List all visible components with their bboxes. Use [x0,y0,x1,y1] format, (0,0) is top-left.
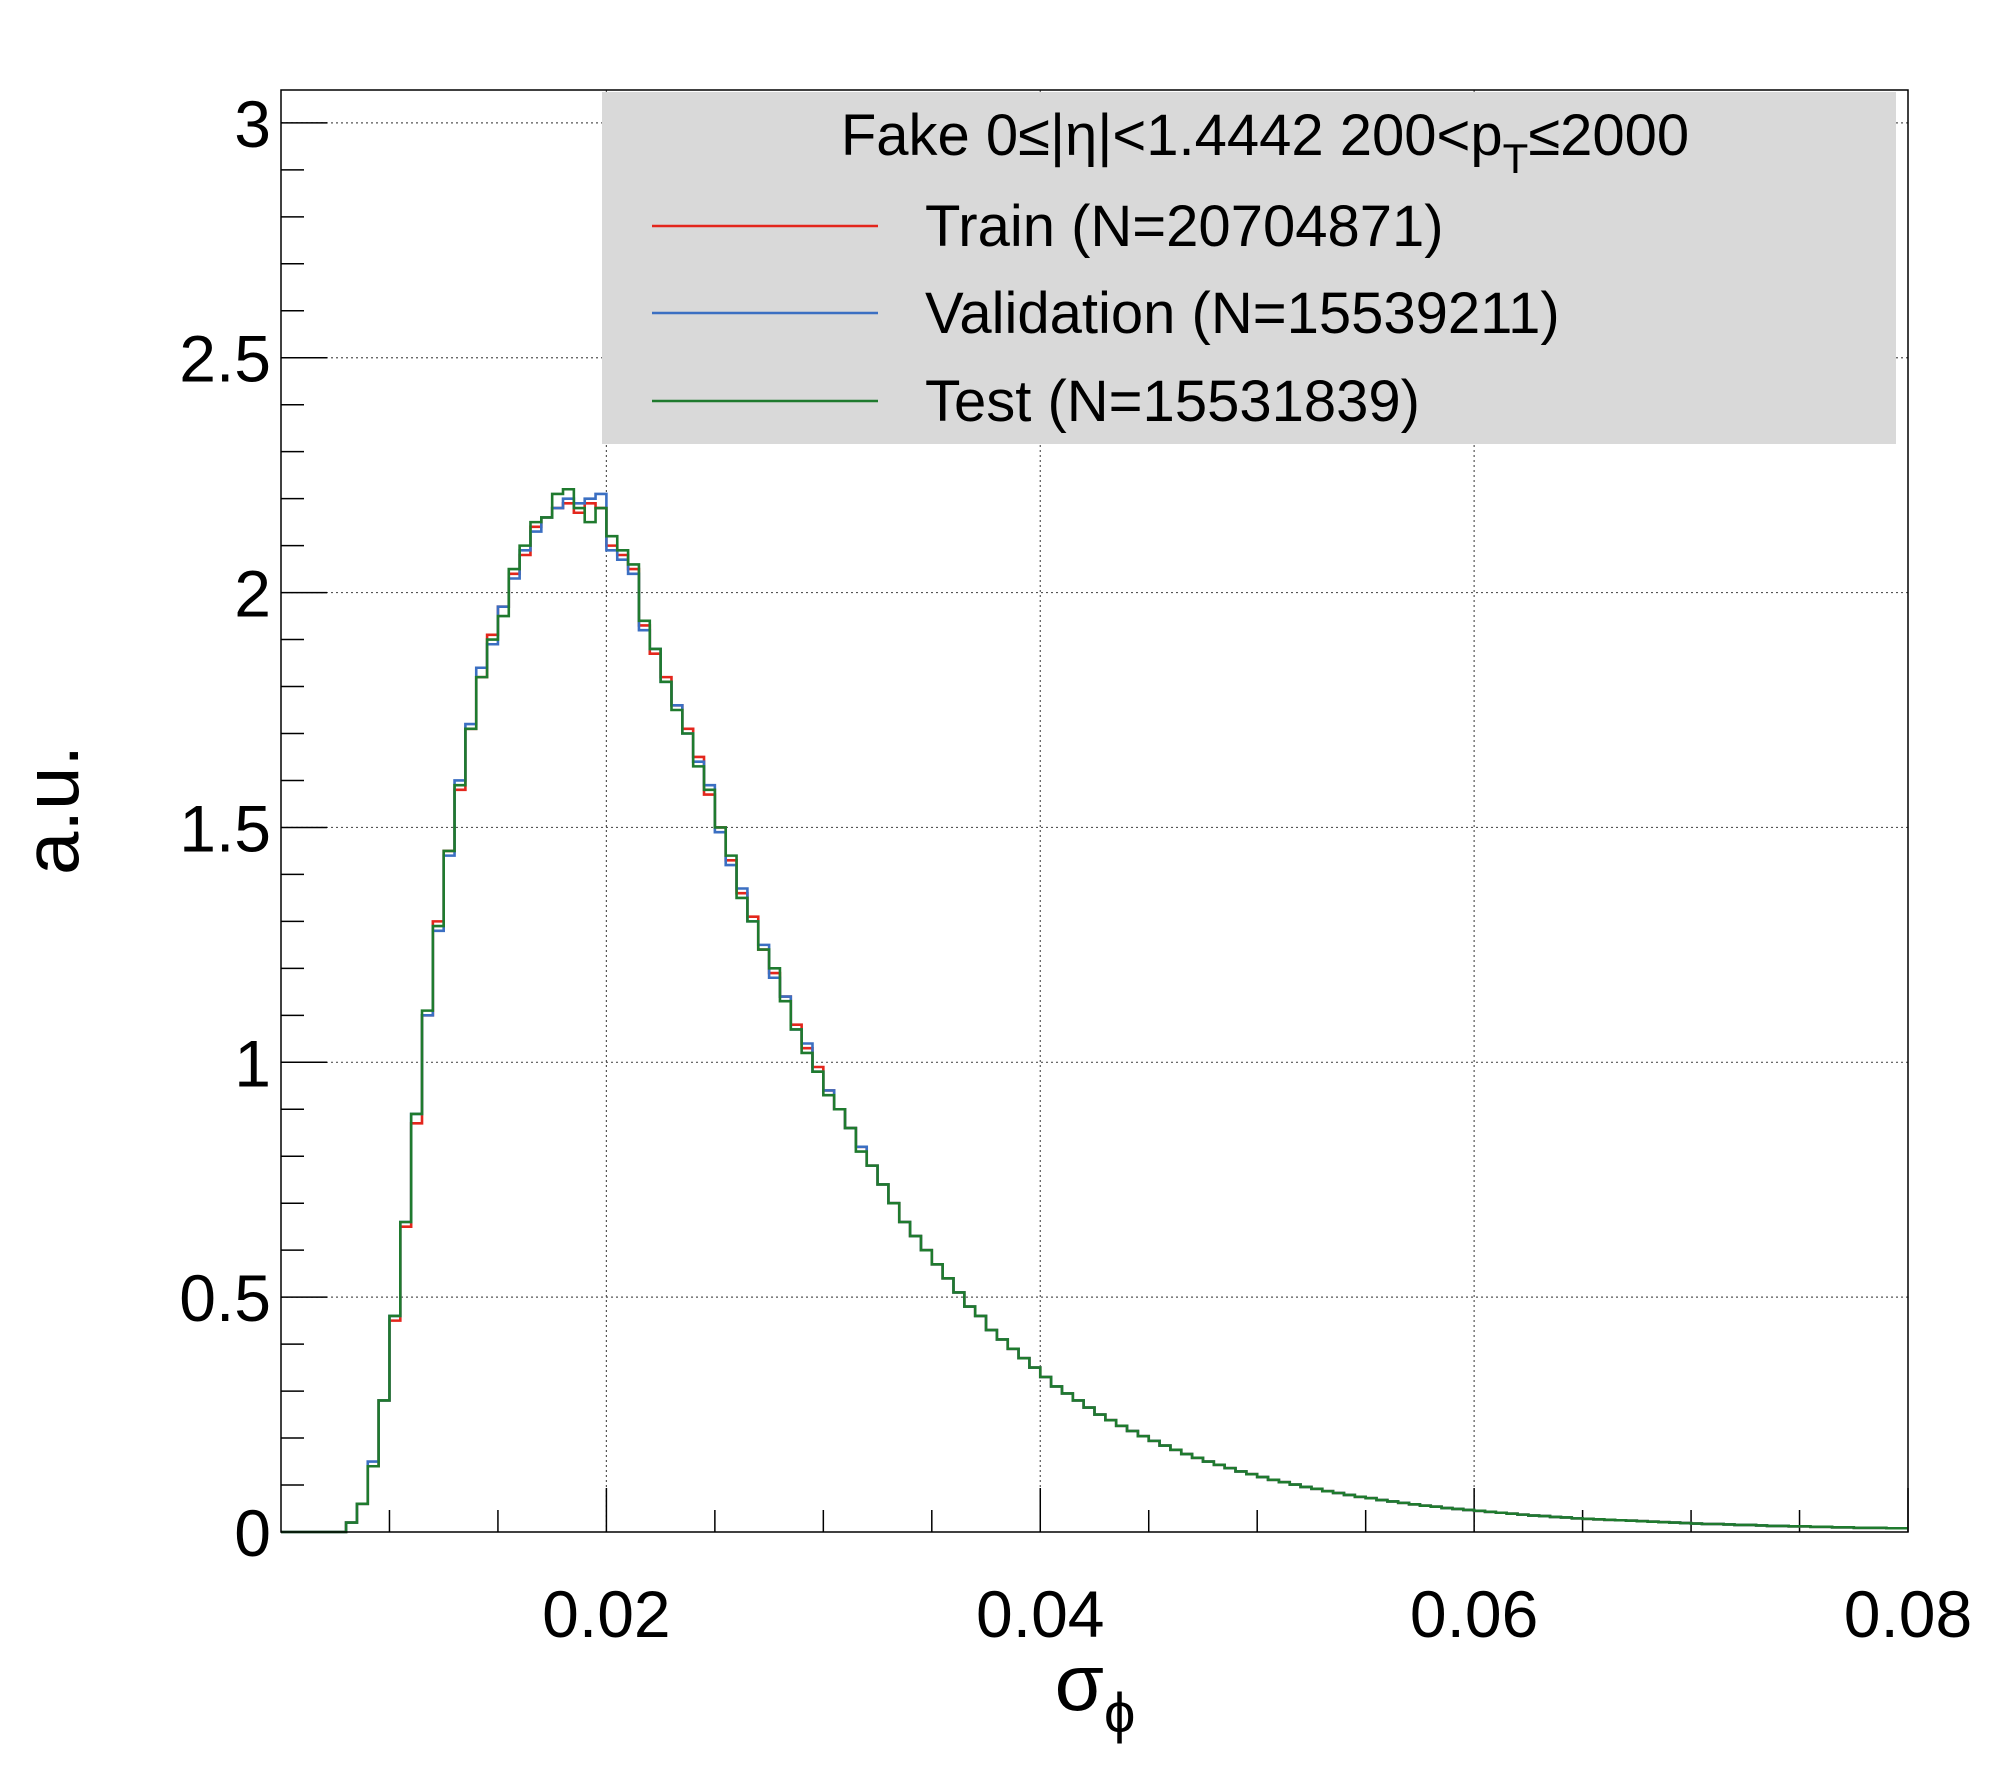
legend-header-main: Fake 0≤|η|<1.4442 200<p [841,103,1503,168]
y-tick-label: 2.5 [179,322,271,396]
y-tick-label: 3 [234,87,271,161]
x-tick-label: 0.06 [1410,1577,1538,1651]
plot-frame [280,89,1909,1533]
x-tick-label: 0.02 [542,1577,670,1651]
legend-header: Fake 0≤|η|<1.4442 200<pT≤2000 [841,103,1689,182]
legend-label-3: Test (N=15531839) [925,369,1420,434]
legend-header-sub: T [1503,135,1529,182]
y-tick-label: 0.5 [179,1261,271,1335]
legend: Fake 0≤|η|<1.4442 200<pT≤2000 Train (N=2… [602,92,1896,444]
x-tick-label: 0.08 [1844,1577,1972,1651]
y-tick-label: 1 [234,1026,271,1100]
legend-header-tail: ≤2000 [1528,103,1689,168]
x-axis-label-symbol: σ [1055,1638,1104,1727]
x-axis-label-subscript: ϕ [1104,1681,1135,1744]
y-tick-label: 1.5 [179,791,271,865]
y-tick-label: 2 [234,557,271,631]
x-axis-label: σϕ [1055,1638,1136,1744]
y-tick-label: 0 [234,1496,271,1570]
series-line-3 [281,487,1908,1534]
legend-entries: Train (N=20704871) Validation (N=15539211… [652,194,1560,434]
tick-labels: 0.02 0.04 0.06 0.08 0 0.5 1 1.5 2 2.5 3 [179,87,1972,1651]
legend-label-2: Validation (N=15539211) [925,281,1560,346]
y-axis-label: a.u. [7,745,95,875]
x-tick-label: 0.04 [976,1577,1104,1651]
series-group [281,487,1908,1534]
legend-label-1: Train (N=20704871) [925,194,1444,259]
legend-box [602,92,1896,444]
